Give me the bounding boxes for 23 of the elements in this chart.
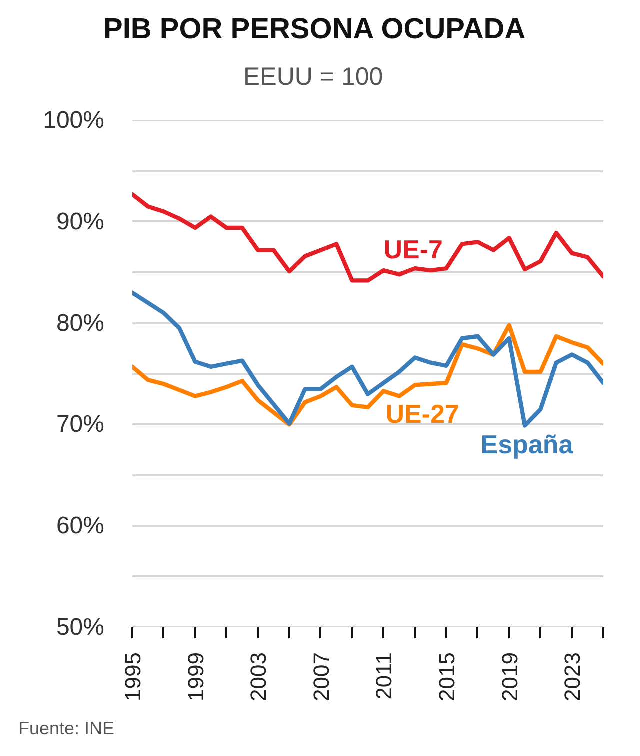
series-label: España — [480, 430, 574, 460]
line-series — [132, 290, 604, 428]
y-tick-label: 50% — [56, 614, 105, 641]
y-tick-label: 90% — [56, 208, 105, 236]
x-tick-label: 1999 — [183, 652, 208, 702]
chart-title: PIB POR PERSONA OCUPADA — [104, 14, 526, 46]
series-label: UE-27 — [386, 399, 460, 430]
x-tick-label: 2003 — [246, 652, 272, 702]
source-note: Fuente: INE — [18, 718, 115, 738]
chart-subtitle: EEUU = 100 — [244, 63, 384, 91]
y-tick-label: 100% — [43, 107, 105, 134]
x-tick-label: 2007 — [308, 652, 334, 702]
y-tick-label: 80% — [56, 310, 105, 337]
line-series — [132, 192, 604, 283]
line-series — [132, 323, 604, 427]
y-tick-label: 60% — [56, 512, 105, 540]
x-tick-label: 2023 — [560, 652, 586, 702]
series-label: UE-7 — [384, 234, 443, 265]
x-tick-label: 2011 — [372, 652, 397, 700]
x-tick-label: 1995 — [120, 652, 146, 702]
x-tick-label: 2015 — [434, 652, 460, 702]
x-tick-label: 2019 — [497, 652, 522, 702]
y-tick-label: 70% — [56, 411, 105, 438]
